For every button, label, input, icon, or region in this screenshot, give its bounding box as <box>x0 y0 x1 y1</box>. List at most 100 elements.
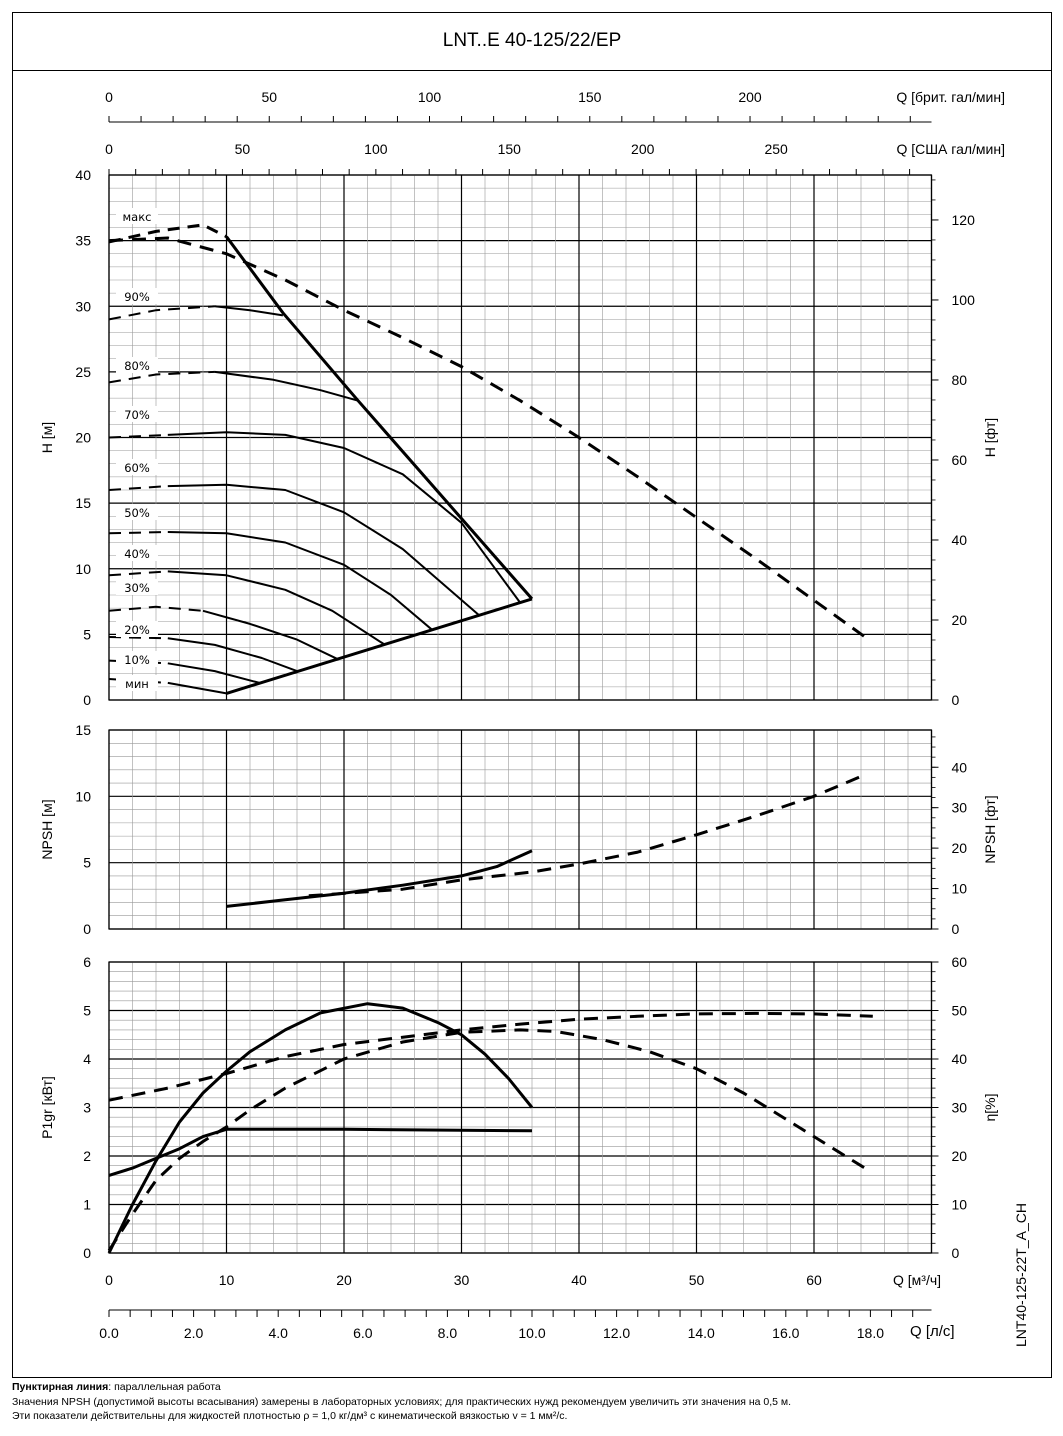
secondary-axis-tick-label: 100 <box>418 89 442 105</box>
y-tick-label: 0 <box>83 692 91 708</box>
y-tick-label: 4 <box>83 1051 91 1067</box>
curve-label: 10% <box>124 653 150 667</box>
x-tick-label: 50 <box>689 1272 705 1288</box>
y-tick-label: 1 <box>83 1197 91 1213</box>
side-code-label: LNT40-125-22T_A_CH <box>1013 1203 1029 1347</box>
secondary-axis-title: Q [США гал/мин] <box>896 141 1005 157</box>
curve-90%-dashed <box>108 305 215 321</box>
y-right-tick-label: 40 <box>952 532 968 548</box>
curve-η <box>107 1002 534 1254</box>
plot-area-border <box>108 729 933 930</box>
secondary-axis-tick-label: 50 <box>261 89 277 105</box>
y-right-tick-label: 40 <box>952 1051 968 1067</box>
curve-мин <box>167 681 227 695</box>
curve-label-bg <box>116 545 158 561</box>
curve-P1 <box>108 1127 533 1177</box>
y-right-tick-label: 0 <box>952 692 960 708</box>
x-tick-label: 0 <box>105 1272 113 1288</box>
y-tick-label: 3 <box>83 1100 91 1116</box>
curve-30% <box>202 609 339 661</box>
x2-tick-label: 12.0 <box>603 1325 630 1341</box>
curve-40% <box>167 570 386 646</box>
y-tick-label: 6 <box>83 954 91 970</box>
y-tick-label: 5 <box>83 626 91 642</box>
secondary-axis-title: Q [брит. гал/мин] <box>896 89 1005 105</box>
curve-label: 40% <box>124 547 150 561</box>
curve-параллельная работа <box>108 236 868 640</box>
secondary-axis-tick-label: 250 <box>764 141 788 157</box>
y-axis-title: H [м] <box>39 422 55 453</box>
curve-label-bg <box>116 675 158 691</box>
y-tick-label: 35 <box>75 233 91 249</box>
y-tick-label: 15 <box>75 722 91 738</box>
y-axis-title: NPSH [м] <box>39 799 55 859</box>
curve-NPSH параллельная работа <box>308 775 862 898</box>
curve-label: 20% <box>124 623 150 637</box>
curve-10% <box>167 662 260 684</box>
secondary-axis-tick-label: 150 <box>578 89 602 105</box>
y-right-tick-label: 20 <box>952 612 968 628</box>
x2-tick-label: 10.0 <box>518 1325 545 1341</box>
curve-label: 70% <box>124 408 150 422</box>
curve-label: 30% <box>124 581 150 595</box>
y-right-tick-label: 20 <box>952 1148 968 1164</box>
x2-tick-label: 4.0 <box>268 1325 288 1341</box>
y-tick-label: 2 <box>83 1148 91 1164</box>
curve-label: 90% <box>124 290 150 304</box>
curve-label-bg <box>116 406 158 422</box>
x-tick-label: 30 <box>454 1272 470 1288</box>
y-tick-label: 10 <box>75 561 91 577</box>
y-right-tick-label: 60 <box>952 452 968 468</box>
x2-tick-label: 6.0 <box>353 1325 373 1341</box>
y-right-axis-title: η[%] <box>982 1093 998 1121</box>
y-tick-label: 10 <box>75 788 91 804</box>
curve-20%-dashed <box>108 636 168 640</box>
y-right-axis-title: NPSH [фт] <box>982 795 998 863</box>
curve-label-bg <box>116 288 158 304</box>
y-tick-label: 0 <box>83 921 91 937</box>
curve-60% <box>167 483 480 617</box>
y-tick-label: 20 <box>75 430 91 446</box>
x-tick-label: 40 <box>571 1272 587 1288</box>
curve-70% <box>167 431 522 604</box>
curve-50%-dashed <box>108 531 168 535</box>
y-right-tick-label: 0 <box>952 921 960 937</box>
y-right-tick-label: 120 <box>952 212 976 228</box>
x2-tick-label: 2.0 <box>184 1325 204 1341</box>
y-right-tick-label: 50 <box>952 1003 968 1019</box>
curve-label: 80% <box>124 359 150 373</box>
footer-line-2: Значения NPSH (допустимой высоты всасыва… <box>12 1396 792 1408</box>
y-right-tick-label: 60 <box>952 954 968 970</box>
curve-20% <box>167 637 298 673</box>
curve-90% <box>214 305 284 317</box>
y-right-tick-label: 30 <box>952 1100 968 1116</box>
x2-axis-title: Q [л/с] <box>910 1323 955 1340</box>
curve-label-bg <box>116 357 158 373</box>
x2-tick-label: 0.0 <box>99 1325 119 1341</box>
curve-30%-dashed <box>108 605 204 612</box>
curve-label: мин <box>125 677 149 691</box>
curve-label-bg <box>116 621 158 637</box>
y-tick-label: 40 <box>75 167 91 183</box>
secondary-axis-tick-label: 100 <box>364 141 388 157</box>
secondary-axis-tick-label: 50 <box>235 141 251 157</box>
y-tick-label: 30 <box>75 298 91 314</box>
curve-70%-dashed <box>108 433 168 439</box>
y-tick-label: 5 <box>83 855 91 871</box>
y-right-tick-label: 10 <box>952 881 968 897</box>
secondary-axis-tick-label: 200 <box>631 141 655 157</box>
y-tick-label: 5 <box>83 1003 91 1019</box>
x-tick-label: 20 <box>336 1272 352 1288</box>
secondary-axis-tick-label: 150 <box>498 141 522 157</box>
x-tick-label: 60 <box>806 1272 822 1288</box>
x-tick-label: 10 <box>219 1272 235 1288</box>
curve-label-bg <box>116 579 158 595</box>
curve-label-bg <box>116 459 158 475</box>
y-right-tick-label: 80 <box>952 372 968 388</box>
curve-макс <box>225 235 534 600</box>
curve-label: 60% <box>124 461 150 475</box>
footer-line1-rest: : параллельная работа <box>108 1381 221 1393</box>
curve-граница <box>226 597 533 695</box>
y-right-axis-title: H [фт] <box>982 418 998 457</box>
